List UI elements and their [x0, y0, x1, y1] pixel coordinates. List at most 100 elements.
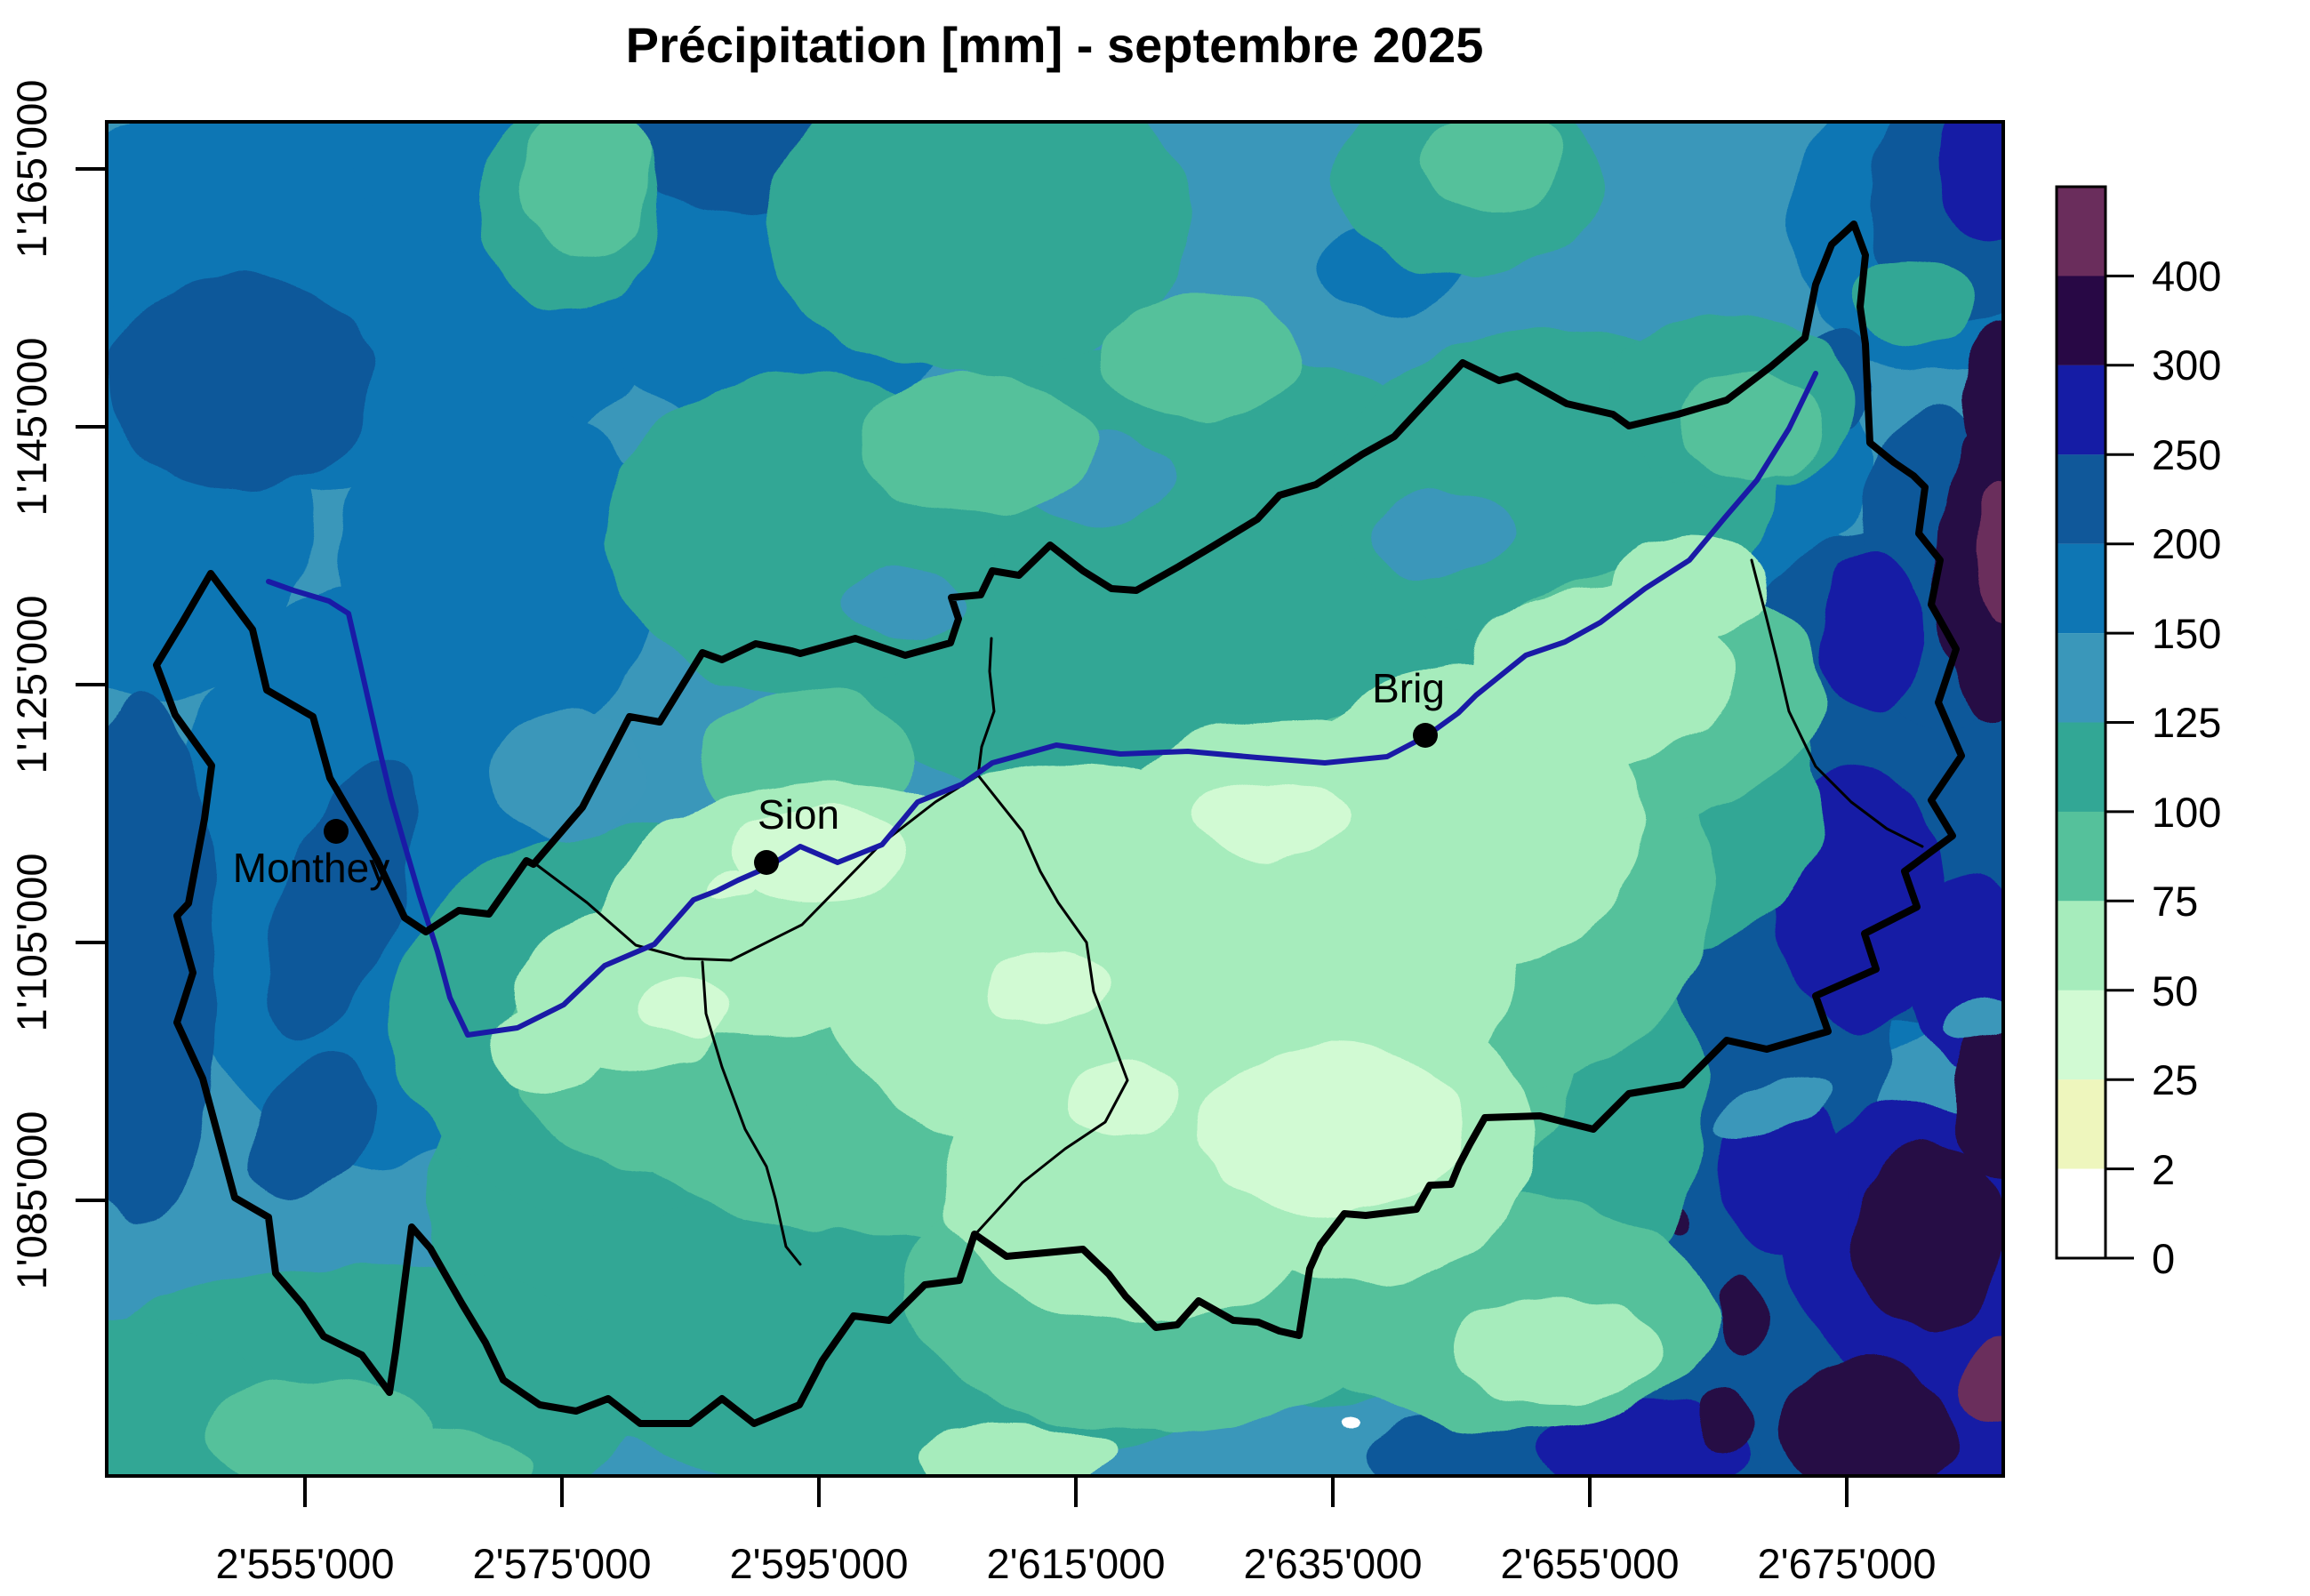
contour-blob [1191, 778, 1352, 858]
contour-blob [1854, 1143, 2003, 1329]
legend-band [2057, 633, 2105, 723]
x-tick-label: 2'615'000 [987, 1540, 1166, 1587]
contour-blob [1778, 1360, 1956, 1476]
contour-blob [1952, 1009, 2003, 1178]
district-boundary-line [701, 960, 802, 1266]
contour-blob [862, 373, 1094, 516]
river-line [266, 371, 1818, 1038]
legend-band [2057, 365, 2105, 455]
city-label-brig: Brig [1372, 665, 1445, 711]
city-marker-brig [1413, 723, 1438, 748]
contour-blob [338, 391, 658, 747]
x-tick-label: 2'575'000 [473, 1540, 652, 1587]
contour-blob [1938, 122, 2003, 240]
page-title: Précipitation [mm] - septembre 2025 [626, 17, 1484, 73]
contour-blob [636, 974, 734, 1036]
legend-band [2057, 990, 2105, 1080]
x-tick-label: 2'655'000 [1501, 1540, 1680, 1587]
city-label-sion: Sion [758, 791, 839, 838]
legend-tick-label: 0 [2152, 1235, 2175, 1282]
color-legend: 400 300 250 200 150 125 100 75 50 25 2 0 [2055, 185, 2221, 1282]
contour-blob [987, 951, 1111, 1023]
x-tick-label: 2'635'000 [1244, 1540, 1423, 1587]
x-axis-labels: 2'555'000 2'575'000 2'595'000 2'615'000 … [216, 1540, 1937, 1587]
contour-blob [1818, 551, 1925, 711]
legend-tick-label: 25 [2152, 1056, 2198, 1103]
x-tick-label: 2'555'000 [216, 1540, 395, 1587]
contour-blob [1067, 1063, 1183, 1134]
x-axis [303, 1476, 1849, 1507]
legend-band [2057, 276, 2105, 365]
district-boundaries [532, 558, 1924, 1266]
contour-blob [1716, 1072, 1832, 1142]
legend-band [2057, 187, 2105, 277]
city-marker-monthey [324, 819, 349, 844]
legend-tick-label: 100 [2152, 789, 2221, 836]
canton-boundary [153, 221, 1965, 1427]
contour-blob [845, 569, 969, 640]
contour-blob [1698, 1387, 1752, 1449]
contour-blob [765, 122, 1191, 373]
x-tick-label: 2'675'000 [1758, 1540, 1937, 1587]
legend-tick-label: 250 [2152, 431, 2221, 478]
legend-band [2057, 454, 2105, 544]
contour-blob [1717, 1277, 1763, 1351]
contour-blob [1609, 533, 1769, 640]
contour-blob [267, 754, 418, 1042]
contour-blob [1962, 1340, 2003, 1425]
contour-blob [1103, 293, 1298, 418]
legend-tick-label: 150 [2152, 610, 2221, 657]
contour-blob [1680, 373, 1823, 480]
district-boundary-line [532, 774, 980, 962]
contour-blob [1200, 1045, 1467, 1214]
legend-ticks [2105, 274, 2134, 1260]
contour-blob [1423, 122, 1565, 213]
raster-contours [107, 122, 2003, 1476]
city-marker-sion [754, 850, 779, 875]
legend-band [2057, 1168, 2105, 1258]
contour-blob [1849, 258, 1974, 347]
contour-blob [1369, 489, 1512, 578]
legend-tick-label: 300 [2152, 341, 2221, 389]
contour-blob [250, 1055, 373, 1204]
y-axis-labels: 1'165'000 1'145'000 1'125'000 1'105'000 … [8, 80, 55, 1290]
y-tick-label: 1'105'000 [8, 854, 55, 1032]
legend-band [2057, 1079, 2105, 1169]
contour-blob [1961, 325, 2003, 458]
contour-blob [489, 711, 649, 836]
legend-tick-label: 2 [2152, 1146, 2175, 1193]
legend-tick-label: 125 [2152, 699, 2221, 746]
legend-band [2057, 722, 2105, 812]
y-tick-label: 1'125'000 [8, 596, 55, 774]
y-tick-label: 1'165'000 [8, 80, 55, 259]
legend-labels: 400 300 250 200 150 125 100 75 50 25 2 0 [2152, 253, 2221, 1282]
legend-tick-label: 200 [2152, 520, 2221, 567]
y-tick-label: 1'145'000 [8, 338, 55, 517]
contour-blob [916, 1423, 1111, 1476]
contour-blob [1449, 1298, 1663, 1405]
precipitation-raster: Monthey Sion Brig [107, 122, 2003, 1476]
plot-border [105, 120, 2005, 1478]
legend-tick-label: 400 [2152, 253, 2221, 300]
contour-blob [107, 694, 218, 1227]
legend-tick-label: 50 [2152, 967, 2198, 1015]
legend-band [2057, 811, 2105, 902]
contour-blob [525, 122, 649, 258]
contour-blob [489, 1005, 614, 1094]
contour-blob [356, 1432, 533, 1476]
y-tick-label: 1'085'000 [8, 1111, 55, 1290]
legend-tick-label: 75 [2152, 878, 2198, 925]
x-tick-label: 2'595'000 [730, 1540, 909, 1587]
contour-blob [107, 276, 373, 489]
city-label-monthey: Monthey [233, 845, 389, 891]
y-axis [76, 167, 107, 1202]
contour-blob [1976, 480, 2003, 622]
legend-band [2057, 901, 2105, 990]
contour-blob [1940, 995, 2003, 1041]
contour-blob [1343, 1417, 1360, 1428]
district-boundary-line [975, 637, 1129, 1235]
contour-blob [1538, 1405, 1752, 1476]
district-boundary-line [1750, 558, 1924, 848]
